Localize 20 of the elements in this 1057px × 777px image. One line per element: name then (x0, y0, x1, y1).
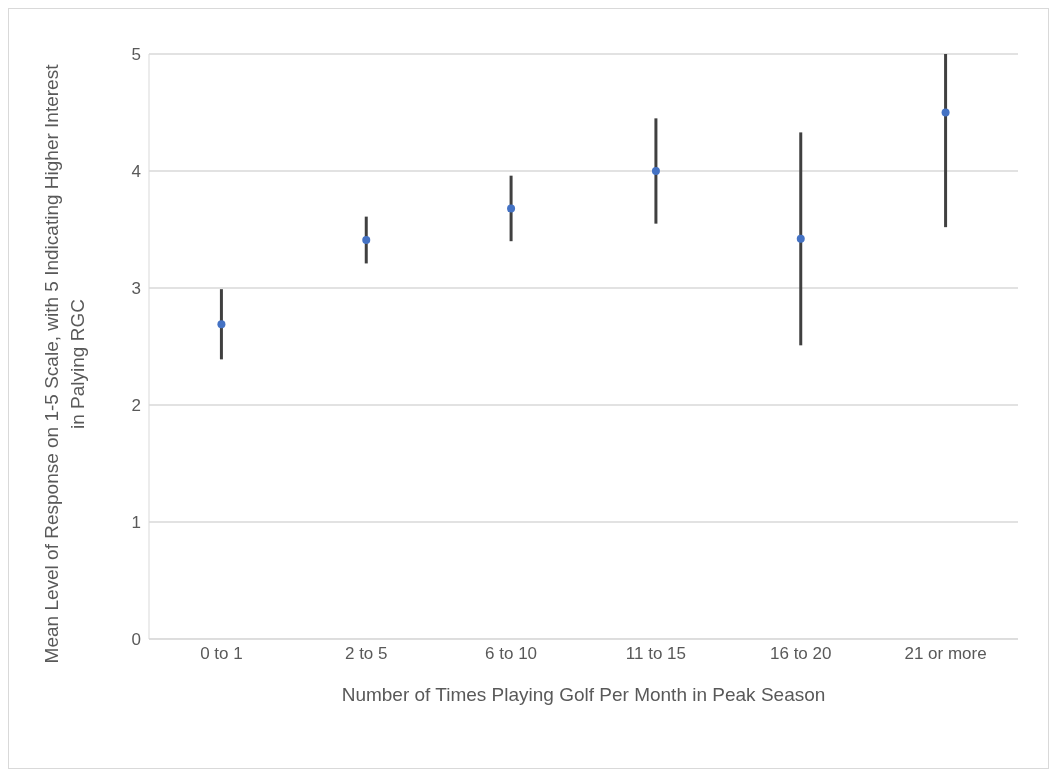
x-tick-label: 21 or more (904, 644, 987, 664)
y-axis-title: Mean Level of Response on 1-5 Scale, with 5 Indicating Higher Interest in Palying RGC (40, 64, 89, 664)
y-tick-label: 5 (131, 45, 141, 65)
y-tick-label: 0 (131, 630, 141, 650)
y-tick-label: 1 (131, 513, 141, 533)
x-tick-label: 11 to 15 (625, 644, 687, 664)
point (362, 236, 371, 245)
x-tick-label: 2 to 5 (344, 644, 388, 664)
point (651, 167, 660, 175)
y-tick-label: 3 (131, 279, 141, 299)
x-tick-label: 6 to 10 (485, 644, 538, 664)
point (507, 204, 516, 213)
x-tick-label: 16 to 20 (770, 644, 832, 664)
x-tick-label: 0 to 1 (200, 644, 243, 664)
point (217, 320, 226, 329)
x-axis-title: Number of Times Playing Golf Per Month in Peak Season (341, 684, 826, 705)
y-tick-label: 2 (131, 396, 141, 416)
y-tick-label: 4 (131, 162, 141, 182)
point (941, 108, 950, 117)
point (796, 234, 805, 243)
